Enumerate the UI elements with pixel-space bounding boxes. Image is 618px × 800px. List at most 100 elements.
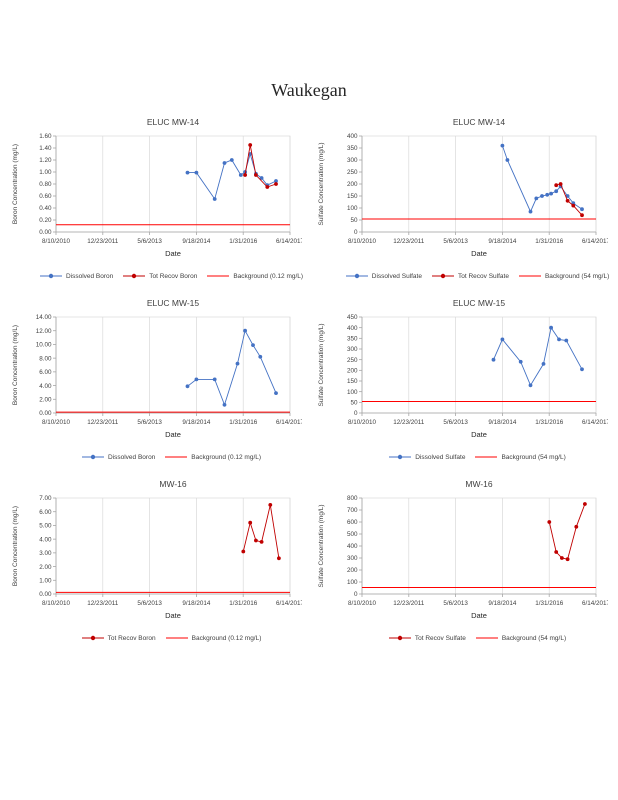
legend-label: Dissolved Boron [65,272,114,280]
svg-text:5/6/2013: 5/6/2013 [443,600,468,607]
svg-text:0.20: 0.20 [39,217,52,224]
legend-marker-icon [207,275,230,277]
svg-text:12/23/2011: 12/23/2011 [87,600,119,607]
svg-text:6.00: 6.00 [39,509,52,516]
chart-title: ELUC MW-15 [452,298,506,308]
x-axis-title: Date [471,430,487,439]
legend-marker-icon [39,273,62,279]
svg-text:100: 100 [347,579,358,586]
chart-mw15-sulfate: ELUC MW-15 8/10/2010 12/23/2011 5/6/2013 9/… [316,298,611,461]
svg-text:3.00: 3.00 [39,550,52,557]
x-axis-labels: 8/10/2010 12/23/2011 5/6/2013 9/18/2014 1/31… [42,594,305,607]
svg-text:0.00: 0.00 [39,410,52,417]
legend-item-background-54-mg-l: Background (54 mg/L) [474,453,566,461]
svg-text:2.00: 2.00 [39,564,52,571]
svg-text:100: 100 [347,205,358,212]
chart-legend: Dissolved Boron Background (0.12 mg/L) [10,453,302,461]
gridlines [55,498,291,594]
chart-plot: 8/10/2010 12/23/2011 5/6/2013 9/18/2014 1/31… [10,309,305,451]
legend-item-tot-recov-boron: Tot Recov Boron [81,634,156,642]
gridlines [361,498,597,594]
svg-text:9/18/2014: 9/18/2014 [182,600,211,607]
chart-svg: 8/10/2010 12/23/2011 5/6/2013 9/18/2014 1/31… [318,133,611,258]
chart-svg: 8/10/2010 12/23/2011 5/6/2013 9/18/2014 1/31… [12,495,305,620]
legend-marker-icon [475,637,498,639]
svg-text:250: 250 [347,169,358,176]
y-axis-title: Boron Concentration (mg/L) [12,144,19,224]
y-axis-title: Sulfate Concentration (mg/L) [318,142,325,225]
svg-text:400: 400 [347,543,358,550]
legend-item-dissolved-boron: Dissolved Boron [39,272,113,280]
chart-mw16-sulfate: MW-16 8/10/2010 12/23/2011 5/6/2013 9/18/20… [316,479,611,642]
svg-text:5/6/2013: 5/6/2013 [443,419,468,426]
chart-title: ELUC MW-14 [452,117,506,127]
svg-text:0.40: 0.40 [39,205,52,212]
y-axis-title: Boron Concentration (mg/L) [12,506,19,586]
chart-legend: Tot Recov Sulfate Background (54 mg/L) [316,634,608,642]
legend-marker-icon [389,454,412,460]
svg-text:6/14/2017: 6/14/2017 [582,419,608,426]
svg-text:6/14/2017: 6/14/2017 [582,600,608,607]
legend-item-dissolved-sulfate: Dissolved Sulfate [345,272,422,280]
x-axis-title: Date [471,249,487,258]
legend-item-background-54-mg-l: Background (54 mg/L) [475,634,566,642]
svg-text:6/14/2017: 6/14/2017 [276,238,302,245]
svg-text:1.20: 1.20 [39,157,52,164]
svg-text:800: 800 [347,495,358,502]
series-dissolved-sulfate [500,143,584,214]
svg-text:200: 200 [347,567,358,574]
svg-text:0.80: 0.80 [39,181,52,188]
chart-mw15-boron: ELUC MW-15 8/10/2010 12/23/2011 5/6/2013 9/… [10,298,305,461]
svg-text:350: 350 [347,145,358,152]
legend-label: Dissolved Sulfate [371,272,422,280]
series-tot-recov-sulfate [554,182,584,218]
svg-text:50: 50 [350,217,358,224]
svg-text:6.00: 6.00 [39,369,52,376]
chart-svg: 8/10/2010 12/23/2011 5/6/2013 9/18/2014 1/31… [12,314,305,439]
y-axis-labels: 0 50 100 150 200 250 300 350 400 450 [347,314,362,417]
svg-text:9/18/2014: 9/18/2014 [182,238,211,245]
x-axis-labels: 8/10/2010 12/23/2011 5/6/2013 9/18/2014 1/31… [42,232,305,245]
legend-marker-icon [81,635,104,641]
svg-text:5/6/2013: 5/6/2013 [137,238,162,245]
series-dissolved-sulfate [491,325,584,388]
x-axis-title: Date [165,249,181,258]
axis-lines [361,317,596,414]
svg-text:1.40: 1.40 [39,145,52,152]
svg-text:1/31/2016: 1/31/2016 [229,419,258,426]
legend-label: Background (54 mg/L) [544,272,610,280]
charts-grid: ELUC MW-14 8/10/2010 12/23/2011 5/6/2013 9/… [0,117,618,642]
svg-text:350: 350 [347,336,358,343]
legend-item-tot-recov-boron: Tot Recov Boron [122,272,197,280]
legend-marker-icon [475,456,498,458]
svg-text:8/10/2010: 8/10/2010 [42,238,71,245]
x-axis-labels: 8/10/2010 12/23/2011 5/6/2013 9/18/2014 1/31… [348,232,611,245]
report-page: Waukegan ELUC MW-14 8/10/2010 12/23/2011 5… [0,80,618,642]
svg-text:150: 150 [347,378,358,385]
svg-text:250: 250 [347,357,358,364]
svg-text:8/10/2010: 8/10/2010 [348,600,377,607]
svg-text:150: 150 [347,193,358,200]
series-tot-recov-sulfate [547,502,587,562]
chart-title: MW-16 [465,479,493,489]
chart-plot: 8/10/2010 12/23/2011 5/6/2013 9/18/2014 1/31… [10,490,305,632]
svg-text:0: 0 [354,591,358,598]
svg-text:1/31/2016: 1/31/2016 [535,600,564,607]
svg-text:1.00: 1.00 [39,169,52,176]
axis-lines [361,498,596,595]
y-axis-labels: 0 50 100 150 200 250 300 350 400 [347,133,362,236]
legend-item-tot-recov-sulfate: Tot Recov Sulfate [431,272,509,280]
svg-text:5/6/2013: 5/6/2013 [137,600,162,607]
legend-label: Background (0.12 mg/L) [233,272,304,280]
y-axis-title: Sulfate Concentration (mg/L) [318,504,325,587]
svg-text:8/10/2010: 8/10/2010 [42,600,71,607]
gridlines [55,136,291,232]
x-axis-labels: 8/10/2010 12/23/2011 5/6/2013 9/18/2014 1/31… [42,413,305,426]
legend-item-tot-recov-sulfate: Tot Recov Sulfate [388,634,466,642]
chart-legend: Dissolved Boron Tot Recov Boron Background… [10,272,304,280]
chart-svg: 8/10/2010 12/23/2011 5/6/2013 9/18/2014 1/31… [318,314,611,439]
x-axis-labels: 8/10/2010 12/23/2011 5/6/2013 9/18/2014 1/31… [348,413,611,426]
legend-item-background-0-12-mg-l: Background (0.12 mg/L) [164,453,261,461]
legend-item-dissolved-boron: Dissolved Boron [81,453,155,461]
svg-text:12/23/2011: 12/23/2011 [393,600,425,607]
